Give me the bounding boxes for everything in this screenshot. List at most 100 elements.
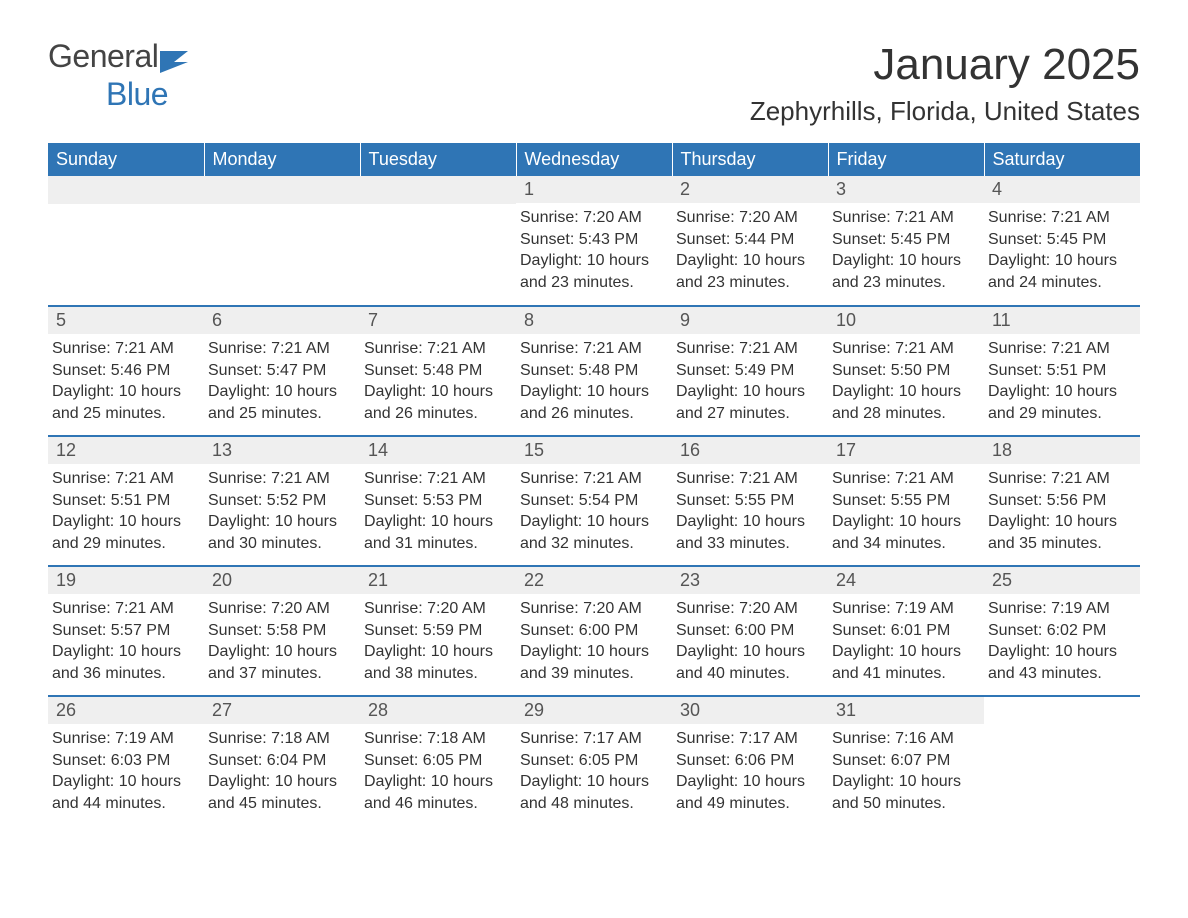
sunrise-text: Sunrise: 7:21 AM	[832, 468, 976, 490]
day-number: 14	[360, 437, 516, 464]
sunset-text: Sunset: 5:45 PM	[832, 229, 976, 251]
daylight-text: Daylight: 10 hours and 26 minutes.	[364, 381, 508, 424]
empty-day	[48, 176, 204, 204]
calendar-cell: 24Sunrise: 7:19 AMSunset: 6:01 PMDayligh…	[828, 566, 984, 696]
daylight-text: Daylight: 10 hours and 31 minutes.	[364, 511, 508, 554]
sunset-text: Sunset: 5:53 PM	[364, 490, 508, 512]
daylight-text: Daylight: 10 hours and 32 minutes.	[520, 511, 664, 554]
sunset-text: Sunset: 5:55 PM	[832, 490, 976, 512]
daylight-text: Daylight: 10 hours and 25 minutes.	[52, 381, 196, 424]
calendar-week: 26Sunrise: 7:19 AMSunset: 6:03 PMDayligh…	[48, 696, 1140, 826]
title-block: January 2025 Zephyrhills, Florida, Unite…	[750, 40, 1140, 139]
calendar-cell: 15Sunrise: 7:21 AMSunset: 5:54 PMDayligh…	[516, 436, 672, 566]
day-number: 3	[828, 176, 984, 203]
day-number: 9	[672, 307, 828, 334]
calendar-cell: 5Sunrise: 7:21 AMSunset: 5:46 PMDaylight…	[48, 306, 204, 436]
day-content: Sunrise: 7:21 AMSunset: 5:55 PMDaylight:…	[672, 464, 828, 558]
day-number: 30	[672, 697, 828, 724]
sunrise-text: Sunrise: 7:18 AM	[208, 728, 352, 750]
sunset-text: Sunset: 5:59 PM	[364, 620, 508, 642]
calendar-cell: 19Sunrise: 7:21 AMSunset: 5:57 PMDayligh…	[48, 566, 204, 696]
day-header: Tuesday	[360, 143, 516, 176]
calendar-cell	[204, 176, 360, 306]
daylight-text: Daylight: 10 hours and 23 minutes.	[676, 250, 820, 293]
day-number: 12	[48, 437, 204, 464]
day-number: 8	[516, 307, 672, 334]
daylight-text: Daylight: 10 hours and 24 minutes.	[988, 250, 1132, 293]
day-content: Sunrise: 7:21 AMSunset: 5:57 PMDaylight:…	[48, 594, 204, 688]
day-number: 15	[516, 437, 672, 464]
day-number: 2	[672, 176, 828, 203]
calendar-cell: 12Sunrise: 7:21 AMSunset: 5:51 PMDayligh…	[48, 436, 204, 566]
day-content: Sunrise: 7:21 AMSunset: 5:55 PMDaylight:…	[828, 464, 984, 558]
daylight-text: Daylight: 10 hours and 41 minutes.	[832, 641, 976, 684]
day-number: 6	[204, 307, 360, 334]
calendar-week: 1Sunrise: 7:20 AMSunset: 5:43 PMDaylight…	[48, 176, 1140, 306]
sunrise-text: Sunrise: 7:17 AM	[520, 728, 664, 750]
sunset-text: Sunset: 6:02 PM	[988, 620, 1132, 642]
sunrise-text: Sunrise: 7:21 AM	[364, 338, 508, 360]
day-content: Sunrise: 7:17 AMSunset: 6:05 PMDaylight:…	[516, 724, 672, 818]
sunset-text: Sunset: 5:45 PM	[988, 229, 1132, 251]
sunset-text: Sunset: 6:05 PM	[364, 750, 508, 772]
daylight-text: Daylight: 10 hours and 39 minutes.	[520, 641, 664, 684]
day-number: 24	[828, 567, 984, 594]
sunset-text: Sunset: 5:57 PM	[52, 620, 196, 642]
daylight-text: Daylight: 10 hours and 40 minutes.	[676, 641, 820, 684]
calendar-cell: 22Sunrise: 7:20 AMSunset: 6:00 PMDayligh…	[516, 566, 672, 696]
sunrise-text: Sunrise: 7:20 AM	[676, 598, 820, 620]
daylight-text: Daylight: 10 hours and 27 minutes.	[676, 381, 820, 424]
daylight-text: Daylight: 10 hours and 50 minutes.	[832, 771, 976, 814]
sunset-text: Sunset: 5:52 PM	[208, 490, 352, 512]
calendar-cell: 16Sunrise: 7:21 AMSunset: 5:55 PMDayligh…	[672, 436, 828, 566]
day-content: Sunrise: 7:19 AMSunset: 6:03 PMDaylight:…	[48, 724, 204, 818]
day-number: 28	[360, 697, 516, 724]
sunrise-text: Sunrise: 7:21 AM	[208, 468, 352, 490]
calendar-cell: 27Sunrise: 7:18 AMSunset: 6:04 PMDayligh…	[204, 696, 360, 826]
sunrise-text: Sunrise: 7:17 AM	[676, 728, 820, 750]
day-number: 25	[984, 567, 1140, 594]
day-content: Sunrise: 7:21 AMSunset: 5:45 PMDaylight:…	[828, 203, 984, 297]
day-header: Friday	[828, 143, 984, 176]
daylight-text: Daylight: 10 hours and 35 minutes.	[988, 511, 1132, 554]
calendar-cell: 14Sunrise: 7:21 AMSunset: 5:53 PMDayligh…	[360, 436, 516, 566]
sunrise-text: Sunrise: 7:21 AM	[832, 207, 976, 229]
sunrise-text: Sunrise: 7:16 AM	[832, 728, 976, 750]
sunset-text: Sunset: 5:58 PM	[208, 620, 352, 642]
day-content: Sunrise: 7:16 AMSunset: 6:07 PMDaylight:…	[828, 724, 984, 818]
sunrise-text: Sunrise: 7:20 AM	[676, 207, 820, 229]
calendar-week: 12Sunrise: 7:21 AMSunset: 5:51 PMDayligh…	[48, 436, 1140, 566]
logo: General Blue	[48, 40, 194, 110]
sunset-text: Sunset: 5:56 PM	[988, 490, 1132, 512]
sunrise-text: Sunrise: 7:21 AM	[52, 338, 196, 360]
sunrise-text: Sunrise: 7:21 AM	[52, 468, 196, 490]
sunset-text: Sunset: 5:50 PM	[832, 360, 976, 382]
sunrise-text: Sunrise: 7:21 AM	[52, 598, 196, 620]
sunset-text: Sunset: 6:07 PM	[832, 750, 976, 772]
calendar-cell: 31Sunrise: 7:16 AMSunset: 6:07 PMDayligh…	[828, 696, 984, 826]
calendar-cell: 17Sunrise: 7:21 AMSunset: 5:55 PMDayligh…	[828, 436, 984, 566]
day-number: 22	[516, 567, 672, 594]
daylight-text: Daylight: 10 hours and 48 minutes.	[520, 771, 664, 814]
day-content: Sunrise: 7:21 AMSunset: 5:45 PMDaylight:…	[984, 203, 1140, 297]
sunrise-text: Sunrise: 7:21 AM	[520, 338, 664, 360]
daylight-text: Daylight: 10 hours and 25 minutes.	[208, 381, 352, 424]
day-content: Sunrise: 7:21 AMSunset: 5:56 PMDaylight:…	[984, 464, 1140, 558]
calendar-body: 1Sunrise: 7:20 AMSunset: 5:43 PMDaylight…	[48, 176, 1140, 826]
sunset-text: Sunset: 5:46 PM	[52, 360, 196, 382]
sunrise-text: Sunrise: 7:21 AM	[988, 468, 1132, 490]
day-content: Sunrise: 7:18 AMSunset: 6:04 PMDaylight:…	[204, 724, 360, 818]
calendar-cell: 3Sunrise: 7:21 AMSunset: 5:45 PMDaylight…	[828, 176, 984, 306]
sunset-text: Sunset: 5:48 PM	[520, 360, 664, 382]
calendar-cell: 21Sunrise: 7:20 AMSunset: 5:59 PMDayligh…	[360, 566, 516, 696]
location-subtitle: Zephyrhills, Florida, United States	[750, 96, 1140, 127]
calendar-cell: 26Sunrise: 7:19 AMSunset: 6:03 PMDayligh…	[48, 696, 204, 826]
sunrise-text: Sunrise: 7:20 AM	[364, 598, 508, 620]
daylight-text: Daylight: 10 hours and 30 minutes.	[208, 511, 352, 554]
sunset-text: Sunset: 5:55 PM	[676, 490, 820, 512]
calendar-cell: 2 Sunrise: 7:20 AMSunset: 5:44 PMDaylight…	[672, 176, 828, 306]
empty-day	[204, 176, 360, 204]
day-number: 16	[672, 437, 828, 464]
sunset-text: Sunset: 5:44 PM	[676, 229, 820, 251]
day-header: Sunday	[48, 143, 204, 176]
